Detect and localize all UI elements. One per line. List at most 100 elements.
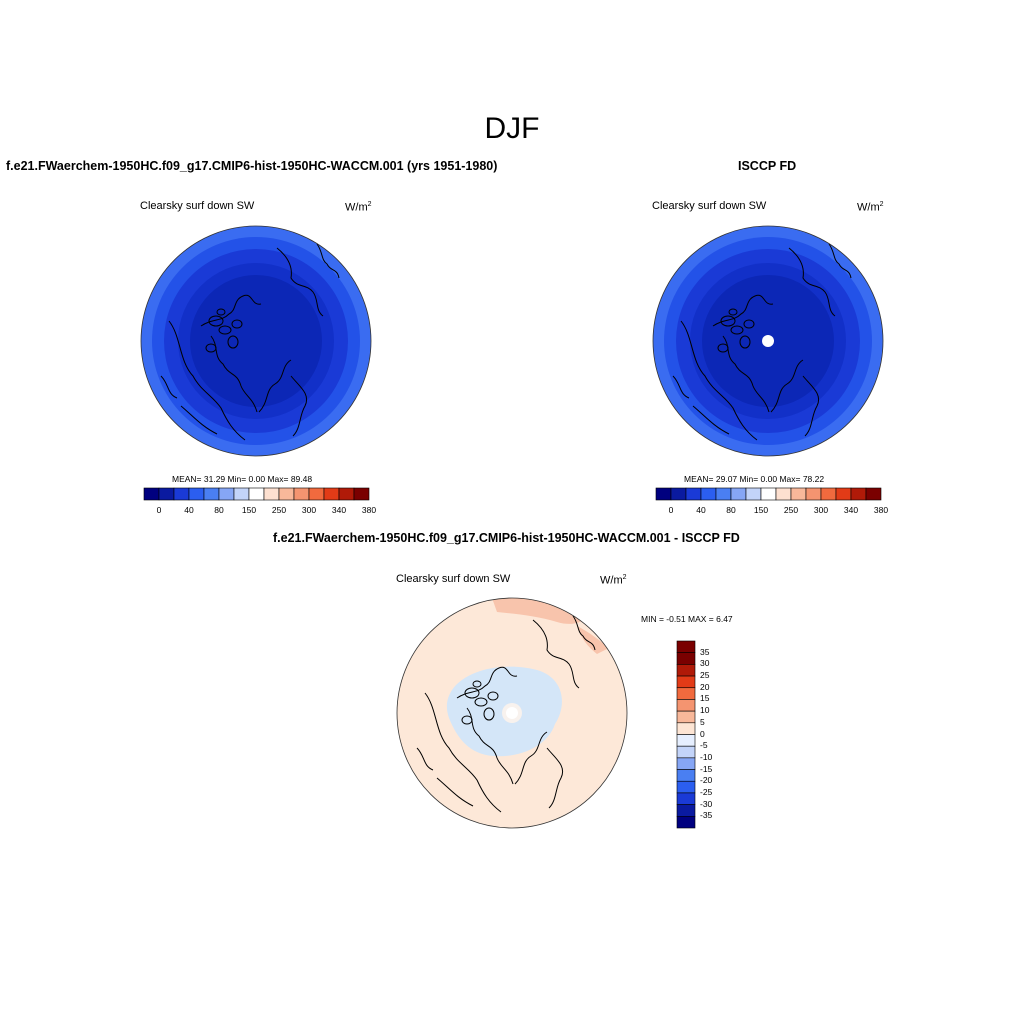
island-outline — [464, 687, 480, 699]
model-units: W/m2 — [345, 201, 372, 214]
colorbar-box — [676, 687, 696, 700]
coastline — [180, 405, 218, 435]
positive-anomaly-region — [577, 626, 609, 654]
coastline — [290, 375, 307, 437]
island-outline — [730, 325, 744, 335]
colorbar-box — [700, 487, 717, 501]
colorbar-box — [865, 487, 882, 501]
colorbar-box — [308, 487, 325, 501]
colorbar-box — [676, 652, 696, 665]
diff-minmax: MIN = -0.51 MAX = 6.47 — [641, 614, 733, 624]
colorbar-box — [835, 487, 852, 501]
coastline — [802, 375, 819, 437]
model-colorbar-ticks: 0 40 80 150 250 300 340 380 — [144, 505, 376, 517]
colorbar-box — [158, 487, 175, 501]
coastline — [456, 666, 518, 699]
colorbar-tick-label: -15 — [700, 763, 713, 774]
island-outline — [472, 680, 482, 688]
colorbar-box — [263, 487, 280, 501]
colorbar-box — [685, 487, 702, 501]
model-case-title: f.e21.FWaerchem-1950HC.f09_g17.CMIP6-his… — [6, 159, 498, 173]
obs-stats: MEAN= 29.07 Min= 0.00 Max= 78.22 — [684, 474, 825, 484]
map-boundary — [396, 597, 628, 829]
colorbar-box — [676, 664, 696, 677]
coastline — [210, 335, 258, 413]
colorbar-box — [676, 745, 696, 759]
colorbar-box — [676, 640, 696, 653]
colorbar-box — [775, 487, 792, 501]
colorbar-tick-label: -35 — [700, 810, 713, 821]
colorbar-box — [278, 487, 295, 501]
colorbar-tick-label: 5 — [700, 716, 705, 727]
colorbar-box — [676, 757, 696, 770]
colorbar-box — [203, 487, 220, 501]
coastline — [770, 359, 804, 413]
map-boundary — [652, 225, 884, 457]
colorbar-box — [676, 722, 696, 735]
colorbar-tick-label: 340 — [843, 505, 859, 515]
colorbar-box — [676, 699, 696, 712]
colorbar-tick-label: 150 — [241, 505, 257, 515]
island-outline — [720, 315, 736, 327]
model-colorbar — [143, 487, 370, 501]
colorbar-box — [850, 487, 867, 501]
coastline — [424, 692, 502, 813]
colorbar-box — [338, 487, 355, 501]
coastline — [532, 619, 580, 689]
colorbar-tick-label: -20 — [700, 775, 713, 786]
island-outline — [474, 697, 488, 707]
island-outline — [227, 335, 239, 349]
colorbar-box — [676, 769, 696, 782]
island-outline — [717, 343, 729, 353]
colorbar-box — [676, 675, 696, 689]
coastline — [722, 335, 770, 413]
colorbar-box — [143, 487, 160, 501]
map-shading-band — [190, 275, 322, 407]
colorbar-tick-label: 80 — [726, 505, 736, 515]
obs-field-label: Clearsky surf down SW — [652, 200, 767, 212]
colorbar-box — [730, 487, 747, 501]
colorbar-box — [670, 487, 687, 501]
colorbar-tick-label: 30 — [700, 658, 710, 669]
colorbar-tick-label: 80 — [214, 505, 224, 515]
island-outline — [218, 325, 232, 335]
colorbar-box — [820, 487, 837, 501]
obs-colorbar — [655, 487, 882, 501]
coastline — [788, 247, 836, 317]
colorbar-box — [676, 792, 696, 805]
colorbar-tick-label: 25 — [700, 670, 710, 681]
colorbar-tick-label: 40 — [184, 505, 194, 515]
colorbar-box — [173, 487, 190, 501]
obs-polar-map — [652, 225, 884, 457]
colorbar-box — [676, 804, 696, 817]
island-outline — [739, 335, 751, 349]
colorbar-tick-label: 0 — [700, 728, 705, 739]
island-outline — [208, 315, 224, 327]
colorbar-tick-label: 380 — [361, 505, 377, 515]
colorbar-tick-label: 380 — [873, 505, 889, 515]
island-outline — [205, 343, 217, 353]
island-outline — [743, 319, 755, 329]
island-outline — [461, 715, 473, 725]
colorbar-tick-label: 15 — [700, 693, 710, 704]
coastline — [712, 294, 774, 327]
colorbar-tick-label: 0 — [156, 505, 162, 515]
colorbar-box — [715, 487, 732, 501]
diff-colorbar-ticks: 35 30 25 20 15 10 5 0 -5 -10 -15 -20 -25 -30 -35 — [700, 641, 740, 828]
missing-data-pole — [762, 335, 774, 347]
colorbar-tick-label: 35 — [700, 646, 710, 657]
missing-data-pole — [506, 707, 518, 719]
colorbar-box — [248, 487, 265, 501]
map-boundary — [140, 225, 372, 457]
colorbar-box — [323, 487, 340, 501]
colorbar-box — [676, 780, 696, 794]
obs-colorbar-ticks: 0 40 80 150 250 300 340 380 — [656, 505, 888, 517]
island-outline — [728, 308, 738, 316]
coastline — [466, 707, 514, 785]
coastline — [416, 747, 434, 771]
model-stats: MEAN= 31.29 Min= 0.00 Max= 89.48 — [172, 474, 313, 484]
colorbar-box — [233, 487, 250, 501]
colorbar-box — [676, 734, 696, 747]
coastline — [276, 247, 324, 317]
colorbar-box — [655, 487, 672, 501]
